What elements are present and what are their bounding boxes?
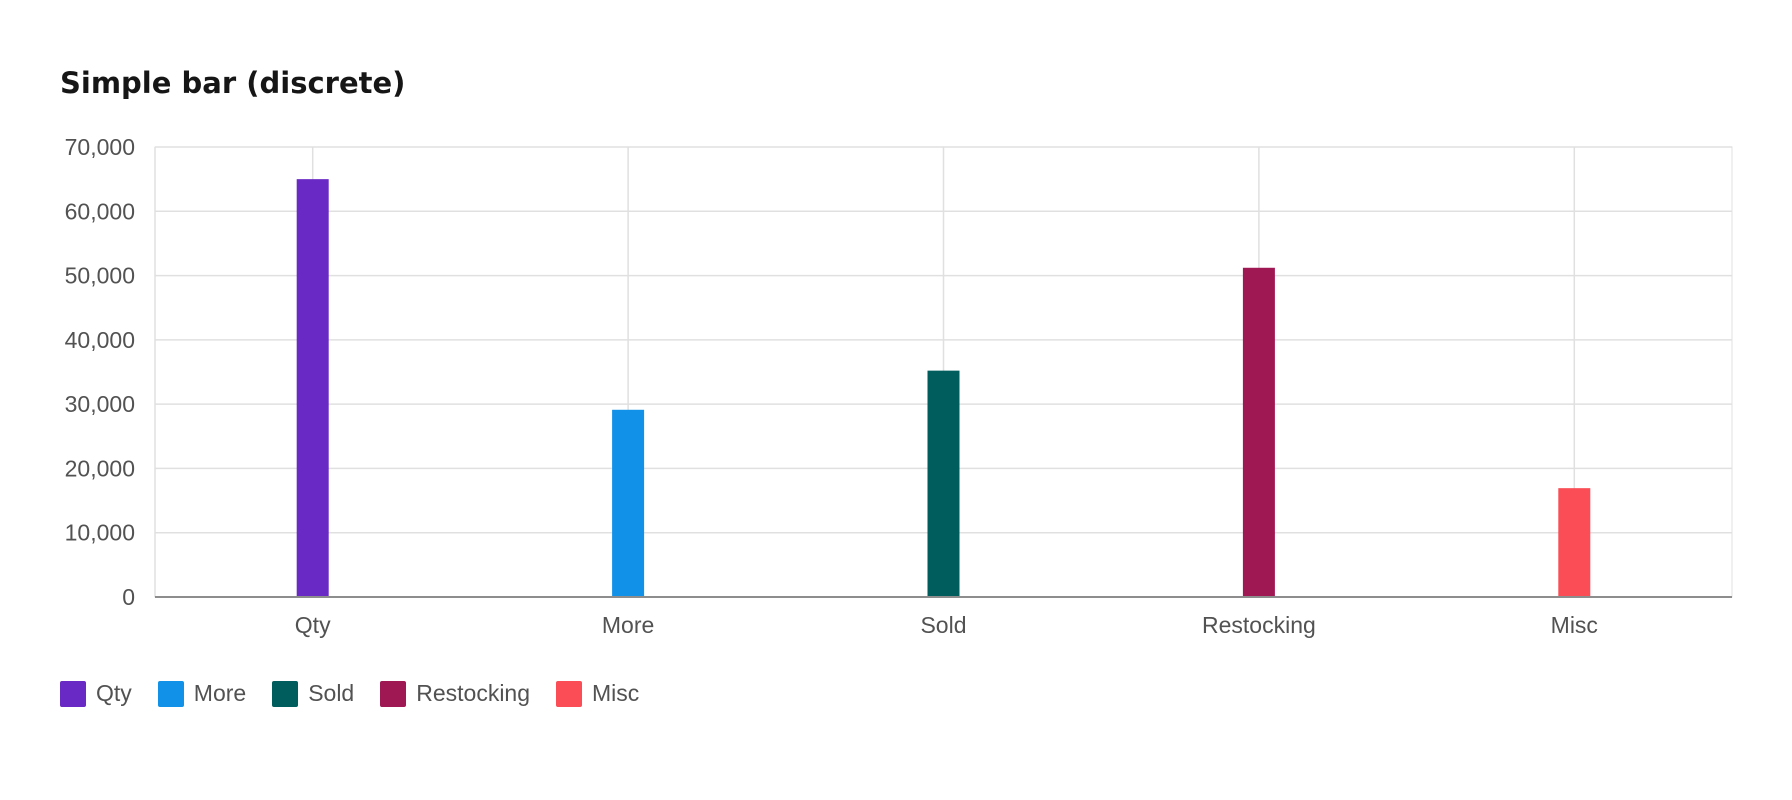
legend: Qty More Sold Restocking Misc — [60, 680, 639, 707]
y-tick-label: 50,000 — [65, 263, 135, 289]
axis-layer: 0 10,000 20,000 30,000 40,000 50,000 60,000 70,… — [65, 134, 1732, 638]
bar-misc — [1558, 488, 1591, 597]
legend-swatch-sold — [272, 680, 299, 707]
bar-sold — [927, 370, 960, 597]
x-tick-label: More — [602, 612, 654, 638]
legend-swatch-misc — [556, 680, 583, 707]
legend-item-sold[interactable]: Sold — [272, 680, 354, 707]
x-tick-label: Misc — [1551, 612, 1598, 638]
x-tick-label: Sold — [920, 612, 966, 638]
legend-swatch-restocking — [380, 680, 407, 707]
legend-swatch-more — [157, 680, 184, 707]
legend-label-restocking: Restocking — [416, 680, 531, 706]
y-tick-label: 70,000 — [65, 134, 135, 160]
legend-item-qty[interactable]: Qty — [60, 680, 132, 707]
y-tick-label: 20,000 — [65, 455, 135, 481]
bar-more — [612, 409, 645, 597]
legend-item-more[interactable]: More — [157, 680, 247, 707]
y-tick-label: 0 — [122, 584, 135, 610]
legend-swatch-qty — [60, 680, 86, 707]
x-tick-label: Qty — [295, 612, 331, 638]
legend-item-restocking[interactable]: Restocking — [380, 680, 530, 707]
legend-label-more: More — [193, 680, 247, 706]
legend-item-misc[interactable]: Misc — [556, 680, 639, 707]
legend-label-sold: Sold — [308, 680, 355, 706]
y-tick-label: 60,000 — [65, 198, 135, 224]
y-tick-label: 30,000 — [65, 391, 135, 417]
bar-restocking — [1242, 267, 1275, 597]
y-tick-label: 40,000 — [65, 327, 135, 353]
chart-title: Simple bar (discrete) — [60, 66, 406, 100]
bars-layer — [296, 179, 1591, 597]
x-tick-label: Restocking — [1202, 612, 1316, 638]
y-tick-label: 10,000 — [65, 520, 135, 546]
bar-qty — [296, 179, 329, 597]
legend-label-qty: Qty — [96, 680, 132, 706]
legend-label-misc: Misc — [592, 680, 640, 706]
